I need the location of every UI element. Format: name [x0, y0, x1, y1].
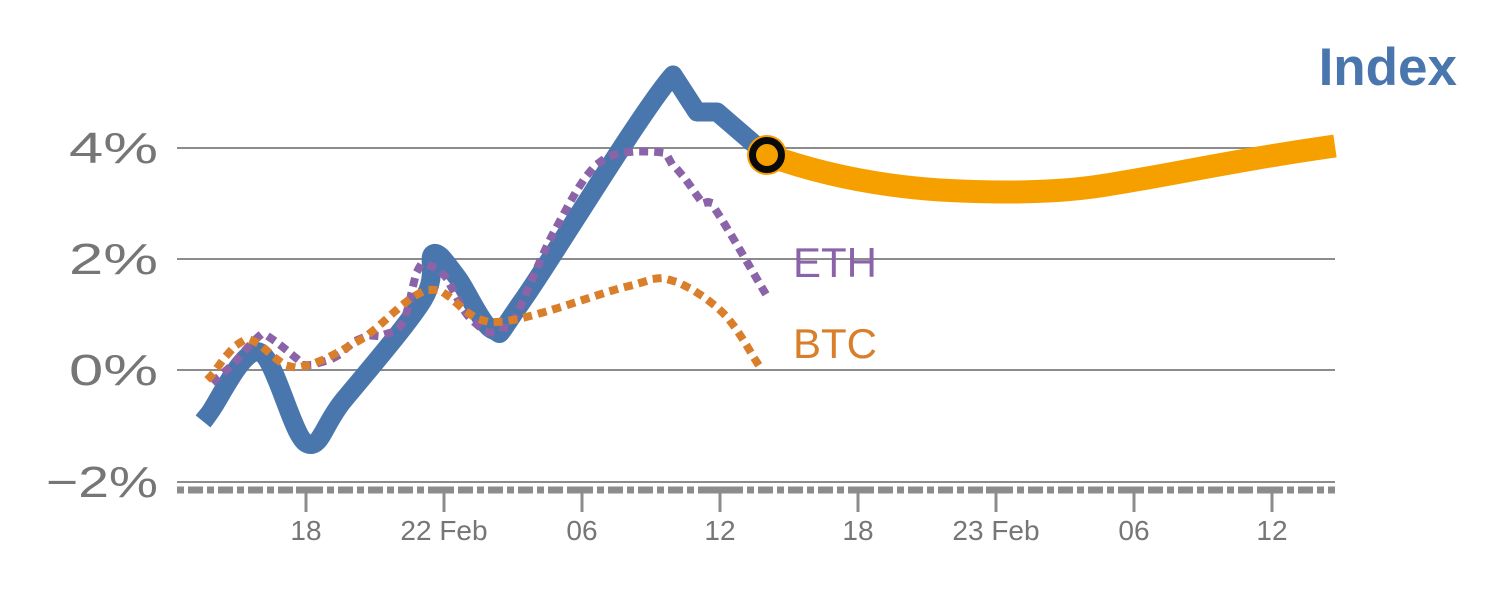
svg-text:Index: Index: [1319, 38, 1458, 97]
svg-text:12: 12: [704, 515, 735, 546]
svg-text:2%: 2%: [69, 235, 158, 284]
svg-text:12: 12: [1256, 515, 1287, 546]
svg-text:18: 18: [290, 515, 321, 546]
svg-text:0%: 0%: [69, 346, 158, 395]
svg-text:4%: 4%: [69, 124, 158, 173]
svg-text:23 Feb: 23 Feb: [952, 515, 1039, 546]
svg-text:06: 06: [566, 515, 597, 546]
svg-text:22 Feb: 22 Feb: [400, 515, 487, 546]
svg-text:ETH: ETH: [793, 239, 877, 286]
svg-text:−2%: −2%: [46, 458, 158, 507]
svg-text:06: 06: [1118, 515, 1149, 546]
svg-text:18: 18: [842, 515, 873, 546]
svg-text:BTC: BTC: [793, 320, 877, 367]
